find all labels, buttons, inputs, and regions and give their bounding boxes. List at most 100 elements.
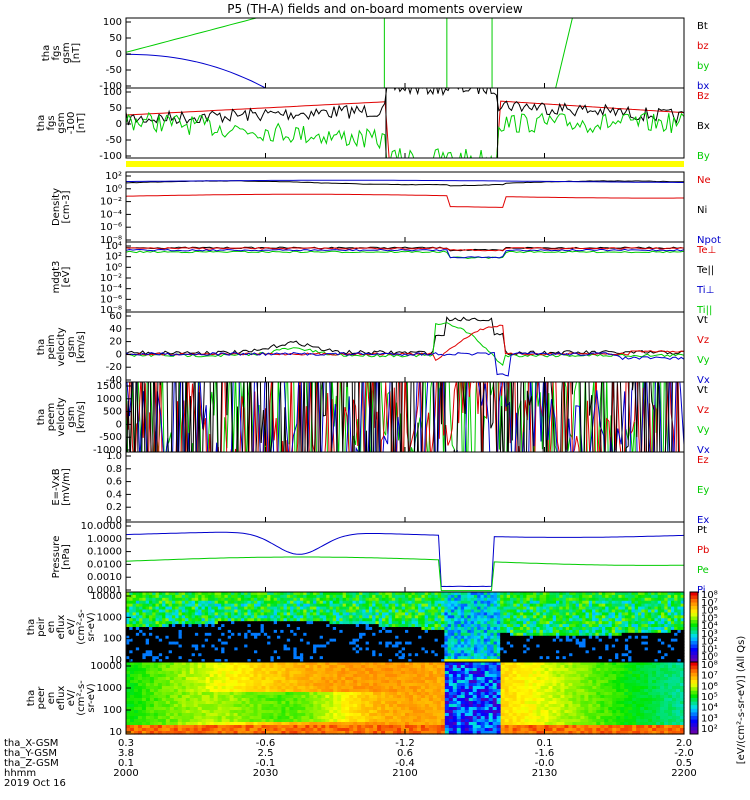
y-axis-label-line: [nT] xyxy=(76,113,87,133)
y-tick-label: 50 xyxy=(109,103,122,114)
y-axis-label-line: eflux xyxy=(56,686,67,711)
y-tick-label: -40 xyxy=(106,375,122,386)
x-axis-value-x: -0.6 xyxy=(256,738,276,749)
x-axis-row-label: tha_X-GSM xyxy=(4,738,58,749)
y-tick-label: 0 xyxy=(116,119,122,130)
series-Npot xyxy=(126,179,684,183)
x-axis-value-y: 0.6 xyxy=(397,748,413,759)
x-axis-value-z: 0.1 xyxy=(118,758,134,769)
y-tick-label: 1.0000 xyxy=(87,534,122,545)
y-axis-label-line: Density xyxy=(51,188,62,226)
y-tick-label: -100 xyxy=(99,151,122,162)
y-axis-label-line: en xyxy=(46,621,57,634)
y-tick-label: 10² xyxy=(105,171,122,182)
y-axis-label-line: peer xyxy=(36,686,47,710)
x-axis-value-x: 2.0 xyxy=(676,738,692,749)
colorbar-tick: 10⁸ xyxy=(701,590,718,601)
y-tick-label: 10⁻⁶ xyxy=(100,294,122,305)
chart-title: P5 (TH-A) fields and on-board moments ov… xyxy=(227,2,523,16)
series-Tiperp xyxy=(126,248,684,259)
legend-Vx: Vx xyxy=(697,445,710,456)
y-axis-label-5: tha peem velocity gsm [km/s] xyxy=(36,397,87,436)
x-axis-value-y: -2.0 xyxy=(674,748,694,759)
x-axis-value-y: 3.8 xyxy=(118,748,134,759)
series-bx xyxy=(126,53,267,88)
y-tick-label: 1000 xyxy=(97,612,122,623)
series-Pi xyxy=(126,531,684,588)
y-axis-label-line: [km/s] xyxy=(76,401,87,433)
y-tick-label: 500 xyxy=(103,407,122,418)
y-tick-label: -20 xyxy=(106,362,122,373)
y-axis-label-line: velocity xyxy=(56,327,67,366)
y-tick-label: 10⁻² xyxy=(100,273,122,284)
colorbar-label: [eV/(cm²-s-sr-eV)] (All Qs) xyxy=(736,636,747,765)
gap-edge-right xyxy=(497,88,499,158)
y-axis-label-line: E=-VxB xyxy=(51,468,62,505)
y-tick-label: 0.6 xyxy=(106,477,122,488)
x-axis-row-label: 2019 Oct 16 xyxy=(4,778,66,789)
panel-frame-2 xyxy=(125,171,685,243)
y-tick-label: 10 xyxy=(109,655,122,666)
series-Vt xyxy=(126,316,684,356)
x-axis-value-y: -1.6 xyxy=(535,748,555,759)
y-tick-label: 1000 xyxy=(97,394,122,405)
colorbar-tick: 10⁶ xyxy=(701,681,718,692)
colorbar-tick: 10⁵ xyxy=(701,692,718,703)
panel-frame-4 xyxy=(125,311,685,383)
y-axis-label-line: sr-eV) xyxy=(86,612,97,641)
series-Vy xyxy=(126,322,684,366)
colorbar-tick: 10⁰ xyxy=(701,652,718,663)
spectrogram-9 xyxy=(126,662,685,735)
legend-Pt: Pt xyxy=(697,525,707,536)
y-axis-label-line: eflux xyxy=(56,615,67,640)
legend-Te⊥: Te⊥ xyxy=(696,245,716,256)
colorbar-frame xyxy=(689,661,699,735)
legend-Vx: Vx xyxy=(697,375,710,386)
legend-by: by xyxy=(697,61,709,72)
series-Tipar xyxy=(126,250,684,260)
y-tick-label: 0.0100 xyxy=(87,559,122,570)
colorbar-tick: 10⁷ xyxy=(701,598,718,609)
colorbar-tick: 10⁵ xyxy=(701,613,718,624)
y-tick-label: -50 xyxy=(106,135,122,146)
legend-bz: bz xyxy=(697,41,709,52)
y-axis-label-6: E=-VxB [mV/m] xyxy=(51,468,72,506)
legend-Ey: Ey xyxy=(697,485,709,496)
colorbar-tick: 10³ xyxy=(701,713,718,724)
y-tick-label: 60 xyxy=(109,311,122,322)
panel-frame-0 xyxy=(125,17,685,89)
y-axis-label-1: tha fgs gsm -100 [nT] xyxy=(36,112,87,135)
y-axis-label-7: Pressure [nPa] xyxy=(51,536,72,579)
series-by xyxy=(126,18,259,53)
x-axis-value-t: 2130 xyxy=(532,768,557,779)
y-tick-label: 10⁻⁸ xyxy=(100,305,122,316)
x-axis-value-z: -0.1 xyxy=(256,758,276,769)
colorbar-tick: 10² xyxy=(701,637,718,648)
y-tick-label: 0 xyxy=(116,49,122,60)
y-axis-label-line: velocity xyxy=(56,397,67,436)
series-Vy xyxy=(126,382,669,452)
y-tick-label: 0 xyxy=(116,419,122,430)
x-axis-row-label: hhmm xyxy=(4,768,36,779)
y-axis-label-line: gsm xyxy=(66,406,77,427)
y-axis-label-line: [eV] xyxy=(61,267,72,288)
legend-Ex: Ex xyxy=(697,515,709,526)
legend-Bx: Bx xyxy=(697,121,710,132)
legend-Te||: Te|| xyxy=(696,265,714,276)
y-axis-label-line: [nT] xyxy=(71,43,82,63)
y-axis-label-line: fgs xyxy=(46,115,57,130)
y-tick-label: 0.2 xyxy=(106,502,122,513)
legend-Vz: Vz xyxy=(697,405,709,416)
spectrogram-8 xyxy=(126,592,685,663)
y-tick-label: 1000 xyxy=(97,683,122,694)
y-tick-label: 10.0000 xyxy=(81,521,122,532)
y-axis-label-line: sr-eV) xyxy=(86,683,97,712)
colorbar-9 xyxy=(690,662,698,735)
y-axis-label-line: [km/s] xyxy=(76,331,87,363)
x-axis-value-x: 0.1 xyxy=(537,738,553,749)
legend-bx: bx xyxy=(697,81,709,92)
y-axis-label-line: (cm²-s- xyxy=(76,680,87,716)
y-axis-label-line: (cm²-s- xyxy=(76,609,87,645)
y-axis-label-line: peir xyxy=(36,616,47,636)
y-tick-label: 10⁰ xyxy=(105,262,122,273)
